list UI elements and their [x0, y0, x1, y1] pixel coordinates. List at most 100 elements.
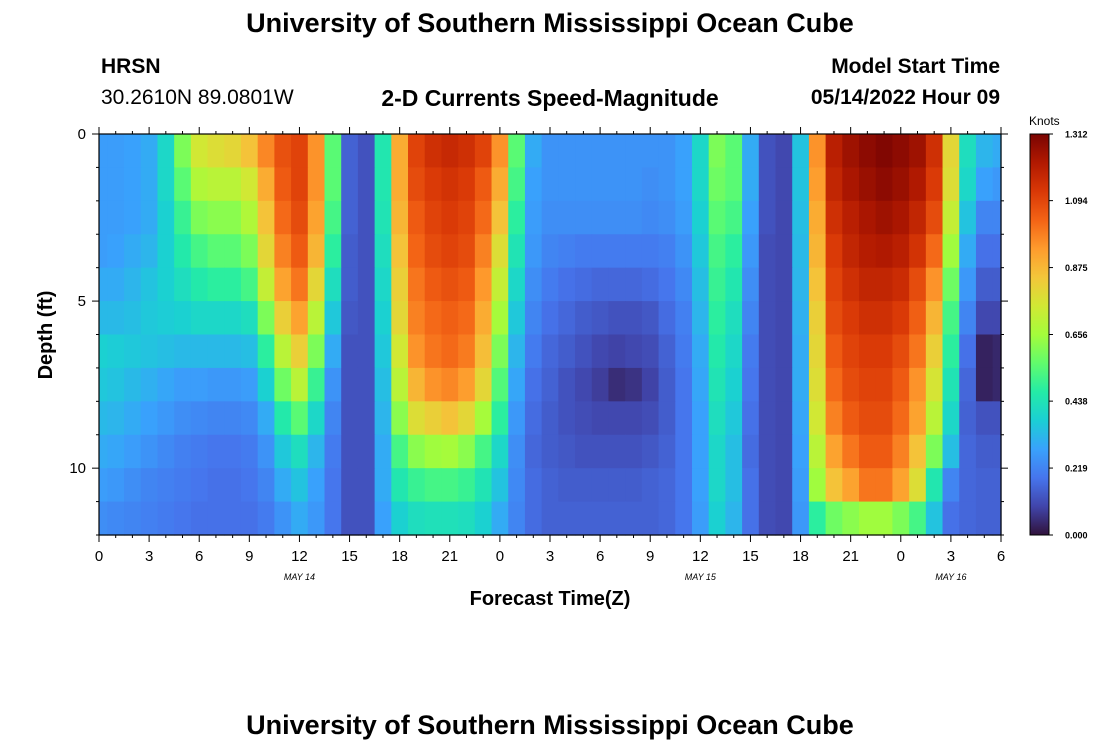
heatmap-cell: [675, 334, 693, 369]
heatmap-cell: [825, 200, 843, 235]
heatmap-cell: [140, 334, 159, 369]
chart-subtitle: 2-D Currents Speed-Magnitude: [381, 85, 719, 111]
x-date-label: MAY 14: [284, 572, 315, 582]
heatmap-cell: [708, 401, 726, 436]
heatmap-cell: [725, 501, 743, 536]
heatmap-cell: [357, 301, 376, 336]
heatmap-cell: [825, 367, 843, 402]
heatmap-cell: [691, 367, 710, 402]
heatmap-cell: [458, 200, 476, 235]
heatmap-cell: [675, 501, 693, 536]
heatmap-cell: [742, 267, 760, 302]
heatmap-cell: [341, 234, 359, 269]
heatmap-cell: [240, 167, 259, 202]
heatmap-cell: [491, 334, 509, 369]
heatmap-cell: [691, 234, 710, 269]
x-tick-label: 9: [245, 548, 253, 565]
heatmap-cell: [641, 401, 660, 436]
heatmap-cell: [758, 334, 777, 369]
heatmap-cell: [641, 267, 660, 302]
heatmap-cell: [641, 501, 660, 536]
heatmap-cell: [875, 367, 894, 402]
heatmap-cell: [708, 434, 726, 469]
heatmap-cell: [708, 267, 726, 302]
heatmap-cell: [558, 334, 576, 369]
heatmap-cell: [875, 267, 894, 302]
heatmap-cell: [808, 134, 827, 169]
x-tick-label: 6: [596, 548, 604, 565]
heatmap-cell: [892, 501, 910, 536]
heatmap-cell: [792, 501, 810, 536]
station-coordinates: 30.2610N 89.0801W: [101, 86, 294, 109]
heatmap-cell: [107, 200, 125, 235]
heatmap-cell: [942, 334, 960, 369]
heatmap-cell: [224, 134, 242, 169]
heatmap-cell: [474, 434, 493, 469]
heatmap-cell: [391, 267, 409, 302]
x-tick-label: 12: [692, 548, 709, 565]
heatmap-cell: [474, 134, 493, 169]
heatmap-cell: [591, 334, 610, 369]
heatmap-cell: [107, 301, 125, 336]
heatmap-cell: [658, 367, 676, 402]
heatmap-cell: [307, 434, 326, 469]
heatmap-cell: [775, 401, 793, 436]
heatmap-cell: [107, 468, 125, 503]
heatmap-cell: [925, 501, 944, 536]
heatmap-cell: [207, 167, 225, 202]
heatmap-cell: [174, 167, 192, 202]
heatmap-cell: [575, 501, 593, 536]
heatmap-cell: [474, 200, 493, 235]
heatmap-cell: [458, 401, 476, 436]
heatmap-cell: [742, 401, 760, 436]
heatmap-cell: [708, 200, 726, 235]
heatmap-cell: [625, 334, 643, 369]
heatmap-cell: [775, 134, 793, 169]
heatmap-cell: [859, 434, 877, 469]
heatmap-cell: [992, 234, 1002, 269]
heatmap-cell: [541, 301, 559, 336]
heatmap-cell: [391, 367, 409, 402]
heatmap-cell: [825, 434, 843, 469]
heatmap-cell: [541, 501, 559, 536]
heatmap-cell: [541, 401, 559, 436]
heatmap-cell: [641, 167, 660, 202]
heatmap-cell: [758, 301, 777, 336]
heatmap-cell: [357, 367, 376, 402]
heatmap-cell: [742, 367, 760, 402]
heatmap-cell: [357, 501, 376, 536]
heatmap-cell: [625, 167, 643, 202]
heatmap-cell: [675, 401, 693, 436]
heatmap-cell: [925, 367, 944, 402]
heatmap-cell: [825, 468, 843, 503]
heatmap-cell: [408, 167, 426, 202]
heatmap-cell: [942, 167, 960, 202]
heatmap-cell: [491, 468, 509, 503]
heatmap-cell: [124, 401, 142, 436]
heatmap-cell: [892, 468, 910, 503]
heatmap-cell: [324, 167, 342, 202]
heatmap-cell: [859, 200, 877, 235]
heatmap-cell: [742, 234, 760, 269]
heatmap-cell: [708, 334, 726, 369]
heatmap-cell: [658, 334, 676, 369]
heatmap-cell: [808, 301, 827, 336]
heatmap-cell: [758, 501, 777, 536]
heatmap-cell: [257, 301, 275, 336]
heatmap-cell: [742, 334, 760, 369]
heatmap-cell: [808, 234, 827, 269]
heatmap-cell: [808, 501, 827, 536]
heatmap-cell: [391, 434, 409, 469]
heatmap-cell: [190, 234, 209, 269]
heatmap-cell: [174, 134, 192, 169]
heatmap-cell: [792, 234, 810, 269]
heatmap-cell: [491, 301, 509, 336]
heatmap-cell: [157, 301, 175, 336]
heatmap-cell: [758, 367, 777, 402]
heatmap-cell: [959, 234, 977, 269]
heatmap-cell: [725, 401, 743, 436]
heatmap-cell: [190, 301, 209, 336]
heatmap-cell: [140, 301, 159, 336]
heatmap-cell: [190, 501, 209, 536]
x-tick-label: 3: [145, 548, 153, 565]
